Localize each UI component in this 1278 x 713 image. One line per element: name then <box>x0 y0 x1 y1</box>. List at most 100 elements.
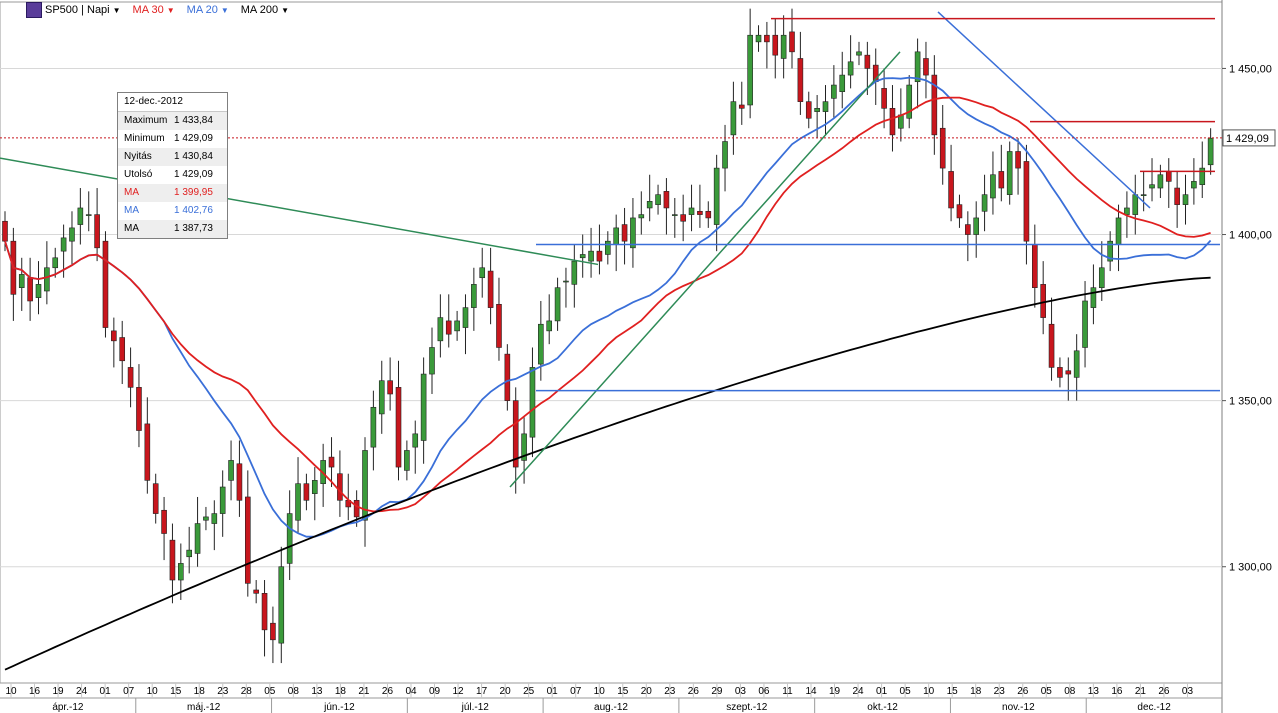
ohlc-info-box: 12-dec.-2012 Maximum 1 433,84 Minimum 1 429… <box>117 92 228 239</box>
info-row: Nyitás 1 430,84 <box>118 148 227 166</box>
candle-down <box>663 191 670 209</box>
candle-down <box>705 210 712 219</box>
candle-down <box>1165 171 1172 182</box>
candle-up <box>579 254 586 259</box>
candle-down <box>1032 244 1038 288</box>
candle-up <box>1124 207 1130 215</box>
instrument-selector[interactable]: SP500 | Napi ▼ <box>0 2 121 18</box>
x-day-label: 23 <box>217 686 229 697</box>
ma200-selector[interactable]: MA 200 ▼ <box>241 4 289 16</box>
ma20-line <box>4 76 1212 538</box>
candle-up <box>1199 167 1206 186</box>
candle-down <box>1065 370 1072 375</box>
candle-up <box>295 483 301 521</box>
candle-up <box>437 317 444 342</box>
candle-down <box>797 58 804 102</box>
x-day-label: 05 <box>900 686 912 697</box>
info-row-label: Minimum <box>124 133 165 144</box>
candle-up <box>1107 240 1113 262</box>
candle-down <box>270 622 276 641</box>
candle-down <box>236 463 243 501</box>
x-day-label: 10 <box>594 686 606 697</box>
candle-up <box>1207 137 1214 166</box>
candle-up <box>822 101 829 112</box>
candle-down <box>1015 151 1021 169</box>
candle-down <box>931 74 938 136</box>
candle-up <box>69 227 75 242</box>
x-day-label: 11 <box>782 686 793 697</box>
candle-down <box>772 34 779 56</box>
candle-down <box>303 483 310 501</box>
chevron-down-icon: ▼ <box>166 5 175 15</box>
candle-down <box>337 473 343 501</box>
ma30-selector[interactable]: MA 30 ▼ <box>133 4 175 16</box>
ma30-label: MA 30 <box>132 4 164 16</box>
candle-down <box>144 423 151 481</box>
candle-down <box>621 224 628 242</box>
info-row-value: 1 433,84 <box>174 115 213 126</box>
candle-up <box>429 347 435 375</box>
x-day-label: 15 <box>170 686 182 697</box>
trendline-green <box>509 51 901 488</box>
candle-up <box>1082 300 1088 348</box>
candle-down <box>395 387 402 468</box>
candle-down <box>496 303 502 348</box>
y-tick-label: 1 300,00 <box>1229 562 1272 574</box>
candle-up <box>412 433 419 448</box>
candle-up <box>521 433 527 461</box>
x-day-label: 23 <box>664 686 676 697</box>
candle-up <box>85 214 92 216</box>
x-day-label: 04 <box>405 686 417 697</box>
x-day-label: 15 <box>617 686 629 697</box>
candle-down <box>169 539 176 581</box>
candle-up <box>722 141 728 169</box>
x-month-label: aug.-12 <box>594 702 628 713</box>
candle-down <box>161 509 167 534</box>
candle-down <box>487 270 494 308</box>
x-day-label: 15 <box>947 686 959 697</box>
x-month-label: okt.-12 <box>867 702 898 713</box>
x-day-label: 05 <box>264 686 276 697</box>
candle-up <box>203 516 209 521</box>
x-day-label: 13 <box>1088 686 1100 697</box>
x-day-label: 08 <box>288 686 300 697</box>
candle-up <box>856 51 862 56</box>
candle-down <box>738 104 745 109</box>
candle-down <box>805 101 812 119</box>
candle-up <box>278 566 285 644</box>
x-day-label: 01 <box>876 686 888 697</box>
ma20-selector[interactable]: MA 20 ▼ <box>187 4 229 16</box>
candle-down <box>353 499 360 518</box>
candle-up <box>52 257 59 269</box>
info-row-label: Utolsó <box>124 169 153 180</box>
candle-down <box>504 353 511 401</box>
candle-down <box>1040 284 1046 318</box>
y-tick-label: 1 450,00 <box>1229 63 1272 75</box>
info-row: MA 1 402,76 <box>118 202 227 220</box>
info-date: 12-dec.-2012 <box>118 93 227 112</box>
candle-down <box>1057 367 1063 378</box>
info-row-label: Maximum <box>124 115 168 126</box>
candle-up <box>479 267 486 279</box>
x-day-label: 08 <box>1064 686 1076 697</box>
candle-up <box>655 194 661 205</box>
x-day-label: 24 <box>852 686 864 697</box>
candle-up <box>1191 181 1197 189</box>
candle-down <box>111 330 117 342</box>
candle-down <box>697 210 703 215</box>
candle-up <box>219 486 226 514</box>
candle-down <box>127 367 134 388</box>
x-day-label: 03 <box>735 686 747 697</box>
candle-up <box>1073 350 1080 378</box>
candle-up <box>211 513 218 524</box>
candle-down <box>881 88 887 109</box>
ma200-line <box>4 276 1211 671</box>
candle-up <box>571 260 578 285</box>
chevron-down-icon: ▼ <box>220 5 229 15</box>
candle-down <box>939 127 946 169</box>
info-row: Minimum 1 429,09 <box>118 130 227 148</box>
candle-up <box>546 320 553 332</box>
info-row-value: 1 402,76 <box>174 205 213 216</box>
candle-up <box>755 34 762 43</box>
candle-up <box>973 217 980 235</box>
